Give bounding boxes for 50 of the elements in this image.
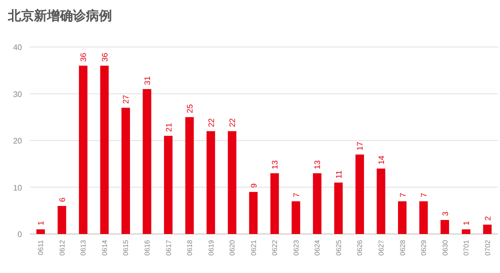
bar (36, 229, 45, 234)
data-label: 22 (206, 118, 216, 128)
data-label: 27 (122, 94, 131, 104)
bar (100, 66, 109, 234)
y-tick-label: 10 (13, 183, 23, 192)
data-label: 13 (313, 160, 322, 170)
data-label: 2 (483, 216, 492, 221)
chart-title: 北京新增确诊病例 (7, 8, 112, 23)
y-tick-label: 0 (18, 230, 23, 239)
data-label: 21 (164, 122, 174, 132)
y-tick-label: 30 (13, 90, 23, 99)
data-label: 9 (249, 182, 258, 188)
bar (398, 201, 407, 234)
bar (292, 201, 300, 234)
bar (270, 173, 279, 234)
data-label: 22 (228, 118, 238, 128)
data-label: 13 (270, 160, 280, 170)
data-label: 6 (58, 196, 67, 202)
bar (312, 173, 322, 234)
data-label: 7 (420, 192, 429, 198)
data-label: 3 (440, 210, 450, 216)
bar (355, 154, 364, 234)
bar (164, 136, 173, 234)
data-label: 7 (398, 192, 408, 198)
bar (462, 229, 470, 234)
data-label: 11 (334, 170, 344, 179)
data-label: 7 (292, 192, 301, 198)
data-label: 36 (79, 52, 88, 62)
bar (419, 201, 428, 234)
bar (440, 220, 450, 234)
bar (121, 108, 130, 234)
data-label: 14 (377, 155, 386, 165)
bar (185, 117, 194, 234)
data-label: 1 (36, 220, 46, 226)
bar (249, 192, 258, 234)
data-label: 25 (186, 104, 195, 114)
y-tick-label: 40 (13, 43, 23, 52)
data-label: 17 (356, 141, 365, 151)
bar (78, 66, 88, 234)
data-label: 31 (143, 76, 152, 86)
data-label: 36 (100, 52, 110, 62)
bar (483, 224, 492, 234)
bar (206, 131, 216, 234)
bar (58, 206, 66, 234)
y-tick-label: 20 (13, 136, 23, 146)
data-label: 1 (462, 220, 472, 226)
bar (142, 89, 152, 234)
bar (334, 182, 343, 234)
bar (228, 131, 236, 234)
bar (376, 168, 386, 234)
